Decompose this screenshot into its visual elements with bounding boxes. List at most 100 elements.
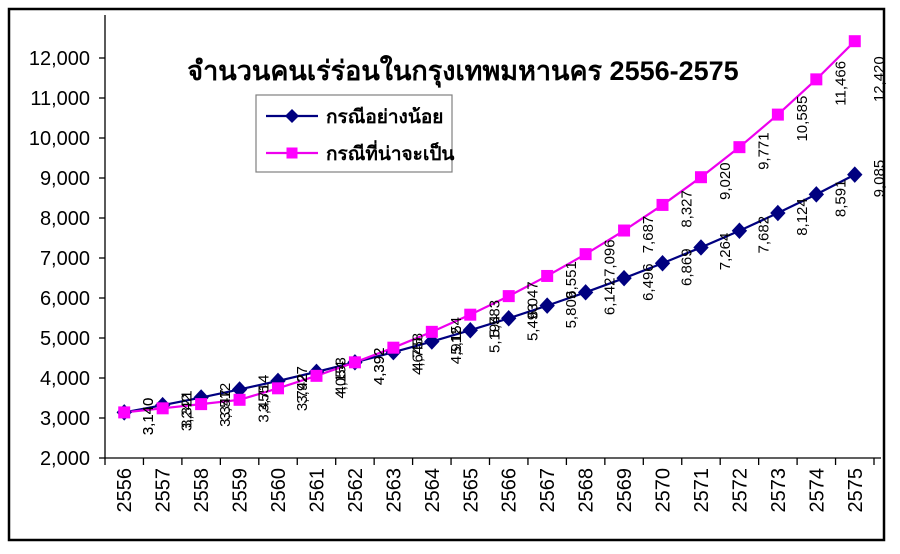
data-point-marker-square [118, 406, 131, 419]
data-point-marker-diamond [847, 166, 863, 183]
x-axis-tick-label: 2563 [383, 468, 405, 513]
data-label-probable-case: 4,392 [371, 348, 388, 386]
legend-box [255, 94, 453, 173]
data-point-marker-square [618, 224, 631, 237]
x-axis-tick-label: 2559 [230, 468, 252, 513]
data-point-marker-square [310, 369, 323, 382]
data-label-min-case: 9,085 [871, 160, 888, 198]
data-label-min-case: 4,912 [448, 327, 465, 365]
data-point-marker-square [156, 402, 169, 415]
x-axis-tick-label: 2557 [153, 468, 175, 513]
data-point-marker-diamond [616, 269, 632, 287]
data-point-marker-diamond [577, 284, 594, 301]
data-label-probable-case: 4,054 [332, 361, 349, 399]
data-label-probable-case: 11,466 [832, 61, 849, 106]
data-label-probable-case: 6,551 [563, 261, 580, 299]
series-line-probable-case [124, 40, 856, 414]
data-label-probable-case: 10,585 [794, 96, 811, 142]
data-label-probable-case: 3,742 [294, 374, 311, 412]
data-label-min-case: 8,591 [832, 180, 849, 218]
data-label-min-case: 4,392 [371, 348, 388, 386]
data-label-probable-case: 5,154 [448, 317, 465, 355]
data-point-marker-square [579, 248, 592, 261]
legend-square-icon [286, 147, 298, 159]
data-label-min-case: 4,153 [332, 357, 349, 395]
data-point-marker-square [810, 73, 823, 86]
legend-diamond-icon [285, 109, 299, 123]
data-point-marker-square [656, 198, 669, 211]
data-label-min-case: 3,714 [256, 375, 273, 413]
y-axis-tick-label: 8,000 [40, 208, 90, 230]
x-axis-tick-label: 2565 [460, 468, 482, 513]
y-axis-tick-label: 2,000 [40, 448, 90, 470]
data-point-marker-diamond [731, 222, 748, 239]
y-axis-tick-label: 7,000 [40, 248, 90, 270]
x-axis-tick-label: 2562 [345, 468, 367, 513]
data-point-marker-diamond [654, 255, 671, 272]
data-point-marker-square [502, 290, 515, 303]
x-axis-tick-label: 2572 [729, 468, 751, 513]
x-axis-tick-label: 2560 [268, 468, 290, 513]
data-label-min-case: 8,124 [794, 198, 811, 236]
data-point-marker-square [733, 141, 746, 154]
y-axis-tick-label: 6,000 [40, 288, 90, 310]
data-label-min-case: 5,493 [525, 304, 542, 342]
data-label-probable-case: 7,096 [602, 239, 619, 277]
chart-title: จำนวนคนเร่ร่อนในกรุงเทพมหานคร 2556-2575 [187, 55, 738, 88]
data-label-probable-case: 3,242 [179, 394, 196, 432]
x-axis-tick-label: 2569 [614, 468, 636, 513]
data-label-min-case: 6,869 [679, 248, 696, 286]
data-label-probable-case: 6,047 [525, 281, 542, 319]
data-point-marker-diamond [501, 310, 517, 327]
legend-label: กรณีที่น่าจะเป็น [326, 140, 454, 165]
data-label-probable-case: 12,420 [871, 56, 888, 102]
data-label-min-case: 5,809 [563, 291, 580, 329]
data-point-marker-square [387, 341, 400, 354]
data-label-probable-case: 5,583 [486, 300, 503, 338]
x-axis-tick-label: 2566 [499, 468, 521, 513]
data-point-marker-square [233, 393, 246, 406]
data-point-marker-square [694, 171, 707, 184]
data-label-min-case: 7,682 [755, 216, 772, 254]
x-axis-tick-label: 2575 [845, 468, 867, 513]
x-axis-tick-label: 2558 [191, 468, 213, 513]
data-label-probable-case: 9,020 [717, 162, 734, 200]
data-point-marker-square [348, 356, 361, 369]
data-point-marker-square [195, 398, 208, 411]
x-axis-tick-label: 2556 [114, 468, 136, 513]
data-label-probable-case: 9,771 [755, 132, 772, 170]
series-line-min-case [124, 173, 856, 414]
data-point-marker-square [272, 382, 285, 395]
x-axis-tick-label: 2573 [768, 468, 790, 513]
data-label-min-case: 6,142 [602, 278, 619, 316]
x-axis-tick-label: 2564 [422, 468, 444, 513]
y-axis-tick-label: 11,000 [30, 88, 90, 110]
figure-border [7, 7, 886, 542]
data-point-marker-diamond [693, 239, 709, 256]
data-label-probable-case: 3,455 [256, 385, 273, 423]
x-axis-tick-label: 2561 [306, 468, 328, 513]
data-label-probable-case: 3,347 [217, 389, 234, 427]
y-axis-tick-label: 4,000 [40, 368, 90, 390]
data-point-marker-square [771, 108, 784, 121]
x-axis-tick-label: 2568 [576, 468, 598, 513]
y-axis-tick-label: 3,000 [40, 408, 90, 430]
data-point-marker-diamond [462, 322, 478, 339]
x-axis-tick-label: 2571 [691, 468, 713, 513]
data-label-min-case: 3,512 [217, 383, 234, 421]
data-point-marker-square [848, 35, 861, 48]
data-label-probable-case: 8,327 [679, 190, 696, 228]
data-point-marker-diamond [770, 204, 786, 222]
y-axis-tick-label: 12,000 [29, 48, 90, 70]
data-label-probable-case: 4,758 [409, 333, 426, 371]
data-label-min-case: 7,264 [717, 233, 734, 271]
data-point-marker-square [464, 308, 477, 321]
y-axis-tick-label: 5,000 [40, 328, 90, 350]
data-point-marker-diamond [539, 297, 555, 314]
data-label-min-case: 3,140 [140, 398, 157, 436]
data-label-min-case: 5,194 [486, 315, 503, 353]
x-axis-tick-label: 2570 [653, 468, 675, 513]
